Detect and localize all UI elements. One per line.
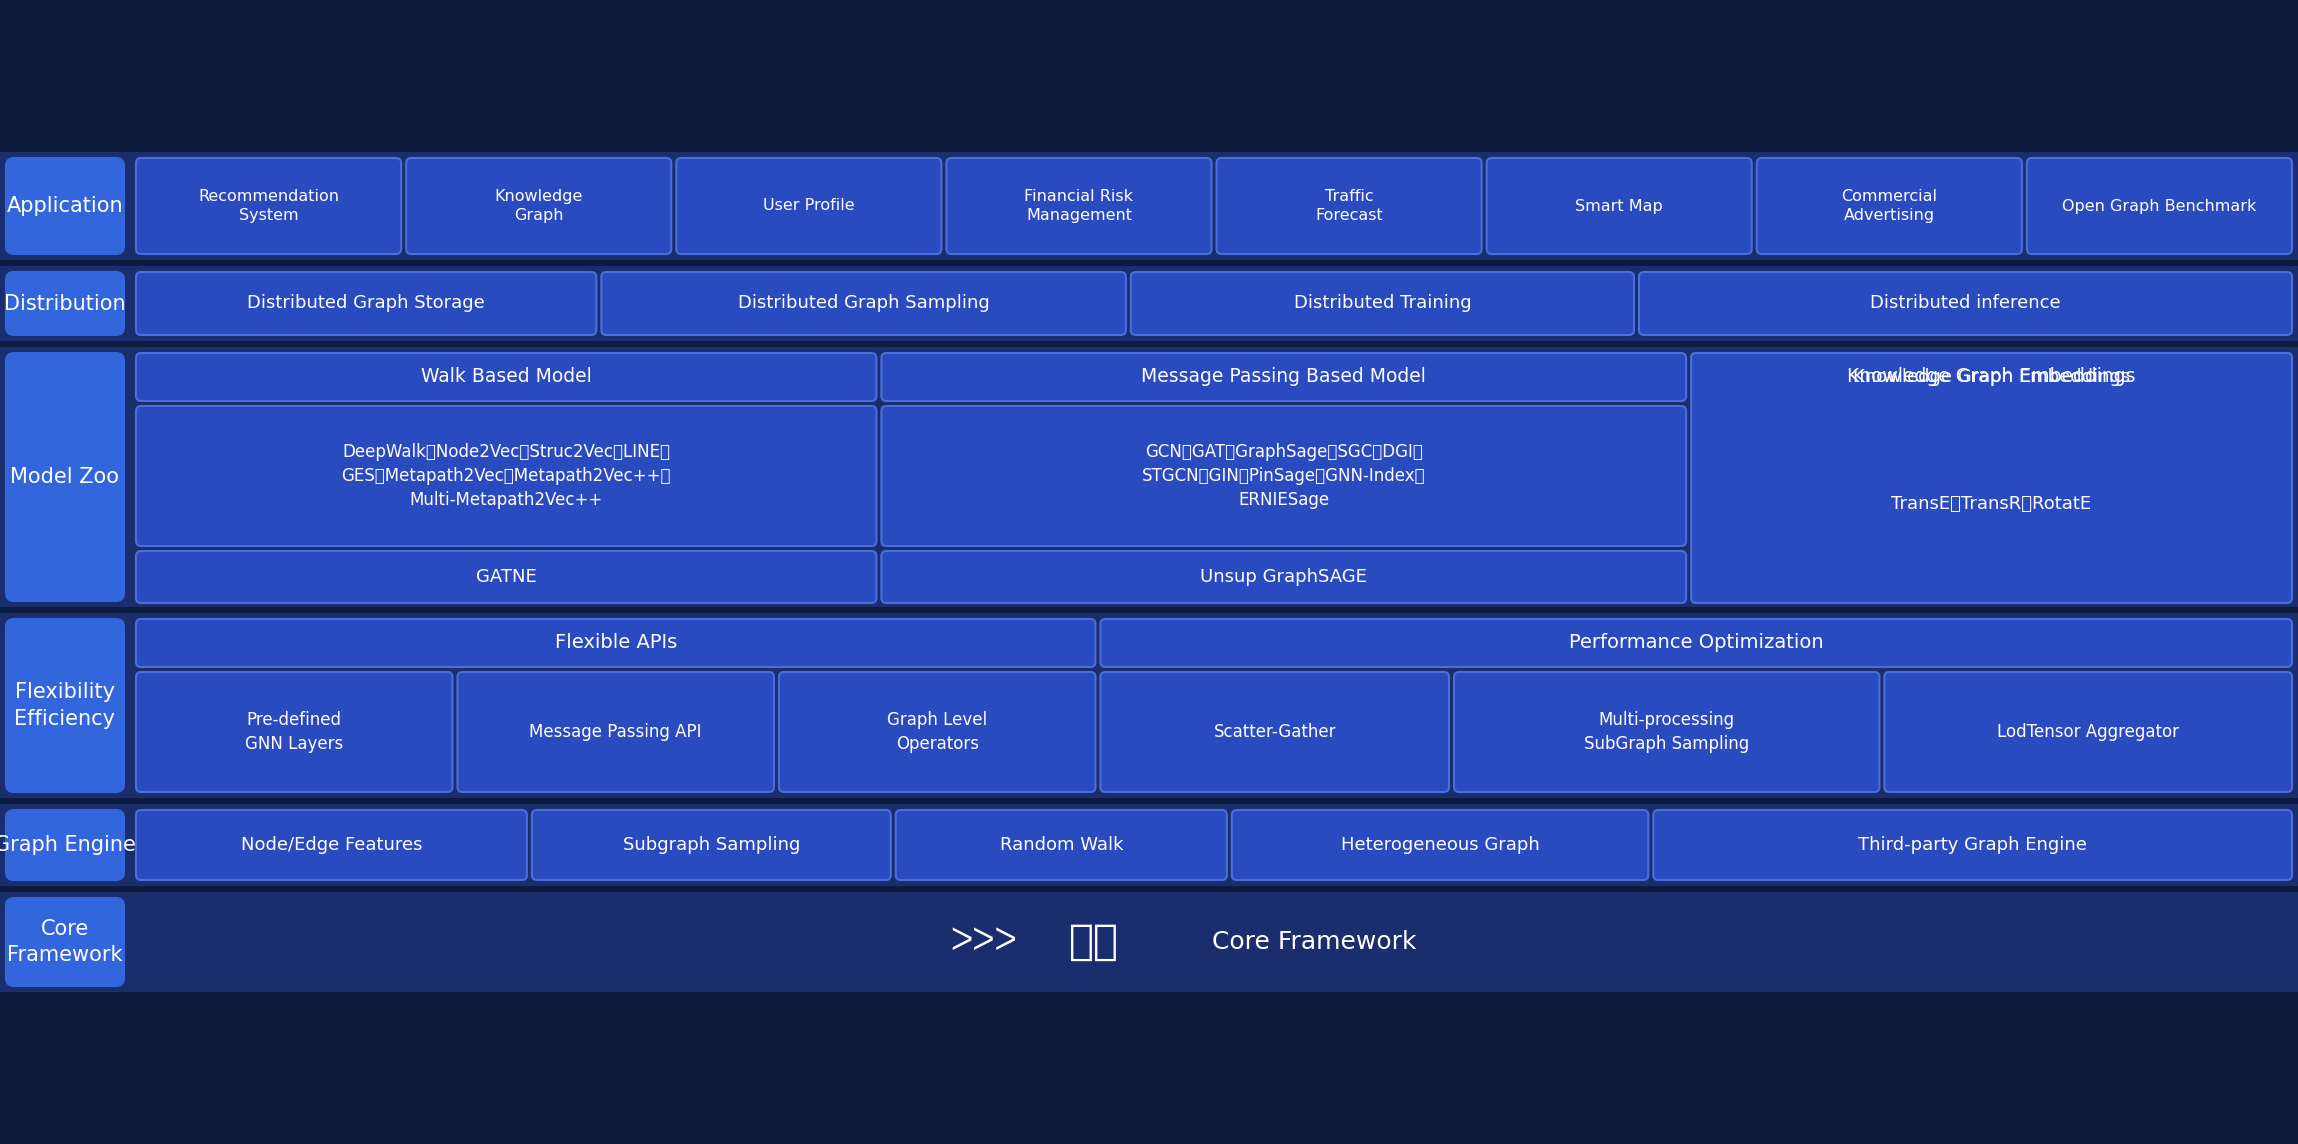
Text: GATNE: GATNE <box>476 569 535 586</box>
Text: Unsup GraphSAGE: Unsup GraphSAGE <box>1200 569 1367 586</box>
FancyBboxPatch shape <box>136 672 453 792</box>
FancyBboxPatch shape <box>136 353 876 402</box>
Text: Graph Level
Operators: Graph Level Operators <box>887 712 988 753</box>
Text: Distributed Training: Distributed Training <box>1294 294 1471 312</box>
FancyBboxPatch shape <box>1691 353 2291 402</box>
Text: ᐳᐳᐳ: ᐳᐳᐳ <box>951 928 1018 956</box>
FancyBboxPatch shape <box>136 551 876 603</box>
Bar <box>0 152 2298 260</box>
FancyBboxPatch shape <box>882 406 1687 546</box>
Text: GCN、GAT、GraphSage、SGC、DGI、
STGCN、GIN、PinSage、GNN-Index、
ERNIESage: GCN、GAT、GraphSage、SGC、DGI、 STGCN、GIN、Pin… <box>1142 444 1425 509</box>
FancyBboxPatch shape <box>7 619 124 792</box>
Text: Walk Based Model: Walk Based Model <box>421 367 591 387</box>
FancyBboxPatch shape <box>896 810 1227 880</box>
Text: Heterogeneous Graph: Heterogeneous Graph <box>1340 836 1540 855</box>
Text: Distribution: Distribution <box>5 294 126 313</box>
Text: Distributed inference: Distributed inference <box>1871 294 2061 312</box>
Text: Core
Framework: Core Framework <box>7 919 122 966</box>
FancyBboxPatch shape <box>1232 810 1648 880</box>
FancyBboxPatch shape <box>1455 672 1880 792</box>
FancyBboxPatch shape <box>779 672 1096 792</box>
FancyBboxPatch shape <box>7 810 124 880</box>
FancyBboxPatch shape <box>1884 672 2291 792</box>
FancyBboxPatch shape <box>7 353 124 601</box>
FancyBboxPatch shape <box>531 810 892 880</box>
FancyBboxPatch shape <box>7 158 124 254</box>
Text: Open Graph Benchmark: Open Graph Benchmark <box>2061 199 2257 214</box>
Text: Distributed Graph Sampling: Distributed Graph Sampling <box>738 294 990 312</box>
FancyBboxPatch shape <box>136 272 595 335</box>
Bar <box>0 804 2298 885</box>
FancyBboxPatch shape <box>7 272 124 335</box>
Bar <box>0 892 2298 992</box>
FancyBboxPatch shape <box>947 158 1211 254</box>
FancyBboxPatch shape <box>136 619 1096 667</box>
FancyBboxPatch shape <box>457 672 774 792</box>
Text: Graph Engine: Graph Engine <box>0 835 136 855</box>
Text: Subgraph Sampling: Subgraph Sampling <box>623 836 800 855</box>
Text: Recommendation
System: Recommendation System <box>198 189 340 223</box>
FancyBboxPatch shape <box>882 551 1687 603</box>
FancyBboxPatch shape <box>1101 672 1450 792</box>
Text: TransE、TransR、RotatE: TransE、TransR、RotatE <box>1891 495 2091 514</box>
Text: Knowledge
Graph: Knowledge Graph <box>494 189 584 223</box>
Text: Financial Risk
Management: Financial Risk Management <box>1025 189 1133 223</box>
Text: Message Passing API: Message Passing API <box>529 723 701 741</box>
Text: Message Passing Based Model: Message Passing Based Model <box>1142 367 1427 387</box>
FancyBboxPatch shape <box>136 406 876 546</box>
Text: Multi-processing
SubGraph Sampling: Multi-processing SubGraph Sampling <box>1583 712 1749 753</box>
Text: Traffic
Forecast: Traffic Forecast <box>1314 189 1383 223</box>
FancyBboxPatch shape <box>602 272 1126 335</box>
FancyBboxPatch shape <box>882 353 1687 402</box>
Text: Performance Optimization: Performance Optimization <box>1570 634 1825 652</box>
Text: Knowledge Graph Embeddings: Knowledge Graph Embeddings <box>1848 367 2135 387</box>
Text: User Profile: User Profile <box>763 199 855 214</box>
Text: Scatter-Gather: Scatter-Gather <box>1213 723 1335 741</box>
Text: Node/Edge Features: Node/Edge Features <box>241 836 423 855</box>
Text: Commercial
Advertising: Commercial Advertising <box>1841 189 1937 223</box>
FancyBboxPatch shape <box>2027 158 2291 254</box>
Text: Random Walk: Random Walk <box>1000 836 1124 855</box>
FancyBboxPatch shape <box>1216 158 1482 254</box>
FancyBboxPatch shape <box>7 898 124 986</box>
FancyBboxPatch shape <box>1652 810 2291 880</box>
Text: Application: Application <box>7 196 124 216</box>
Text: Flexible APIs: Flexible APIs <box>554 634 678 652</box>
FancyBboxPatch shape <box>136 158 402 254</box>
Text: DeepWalk、Node2Vec、Struc2Vec、LINE、
GES、Metapath2Vec、Metapath2Vec++、
Multi-Metapat: DeepWalk、Node2Vec、Struc2Vec、LINE、 GES、Me… <box>342 444 671 509</box>
FancyBboxPatch shape <box>676 158 942 254</box>
FancyBboxPatch shape <box>1691 353 2291 603</box>
Bar <box>0 613 2298 799</box>
FancyBboxPatch shape <box>407 158 671 254</box>
Text: Smart Map: Smart Map <box>1576 199 1664 214</box>
Text: Flexibility
Efficiency: Flexibility Efficiency <box>14 682 115 729</box>
Bar <box>0 267 2298 341</box>
Text: Pre-defined
GNN Layers: Pre-defined GNN Layers <box>246 712 342 753</box>
FancyBboxPatch shape <box>136 810 526 880</box>
Bar <box>0 347 2298 607</box>
Text: Core Framework: Core Framework <box>1211 930 1416 954</box>
FancyBboxPatch shape <box>1756 158 2022 254</box>
Text: Knowledge Graph Embeddings: Knowledge Graph Embeddings <box>1852 368 2130 386</box>
Text: Distributed Graph Storage: Distributed Graph Storage <box>248 294 485 312</box>
Text: Model Zoo: Model Zoo <box>11 467 119 487</box>
FancyBboxPatch shape <box>1638 272 2291 335</box>
Text: LodTensor Aggregator: LodTensor Aggregator <box>1997 723 2179 741</box>
FancyBboxPatch shape <box>1131 272 1634 335</box>
FancyBboxPatch shape <box>1101 619 2291 667</box>
FancyBboxPatch shape <box>1487 158 1751 254</box>
Text: Third-party Graph Engine: Third-party Graph Engine <box>1859 836 2087 855</box>
Text: 飞桨: 飞桨 <box>1069 921 1119 963</box>
